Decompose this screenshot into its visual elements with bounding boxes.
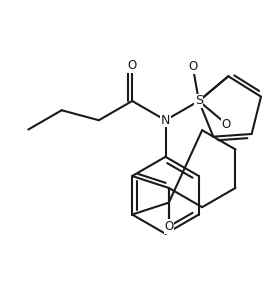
Text: O: O (164, 220, 173, 233)
Text: O: O (221, 118, 230, 131)
Text: N: N (161, 114, 170, 127)
Text: S: S (195, 95, 203, 107)
Text: O: O (128, 59, 137, 72)
Text: O: O (188, 60, 198, 73)
Text: S: S (195, 95, 203, 107)
